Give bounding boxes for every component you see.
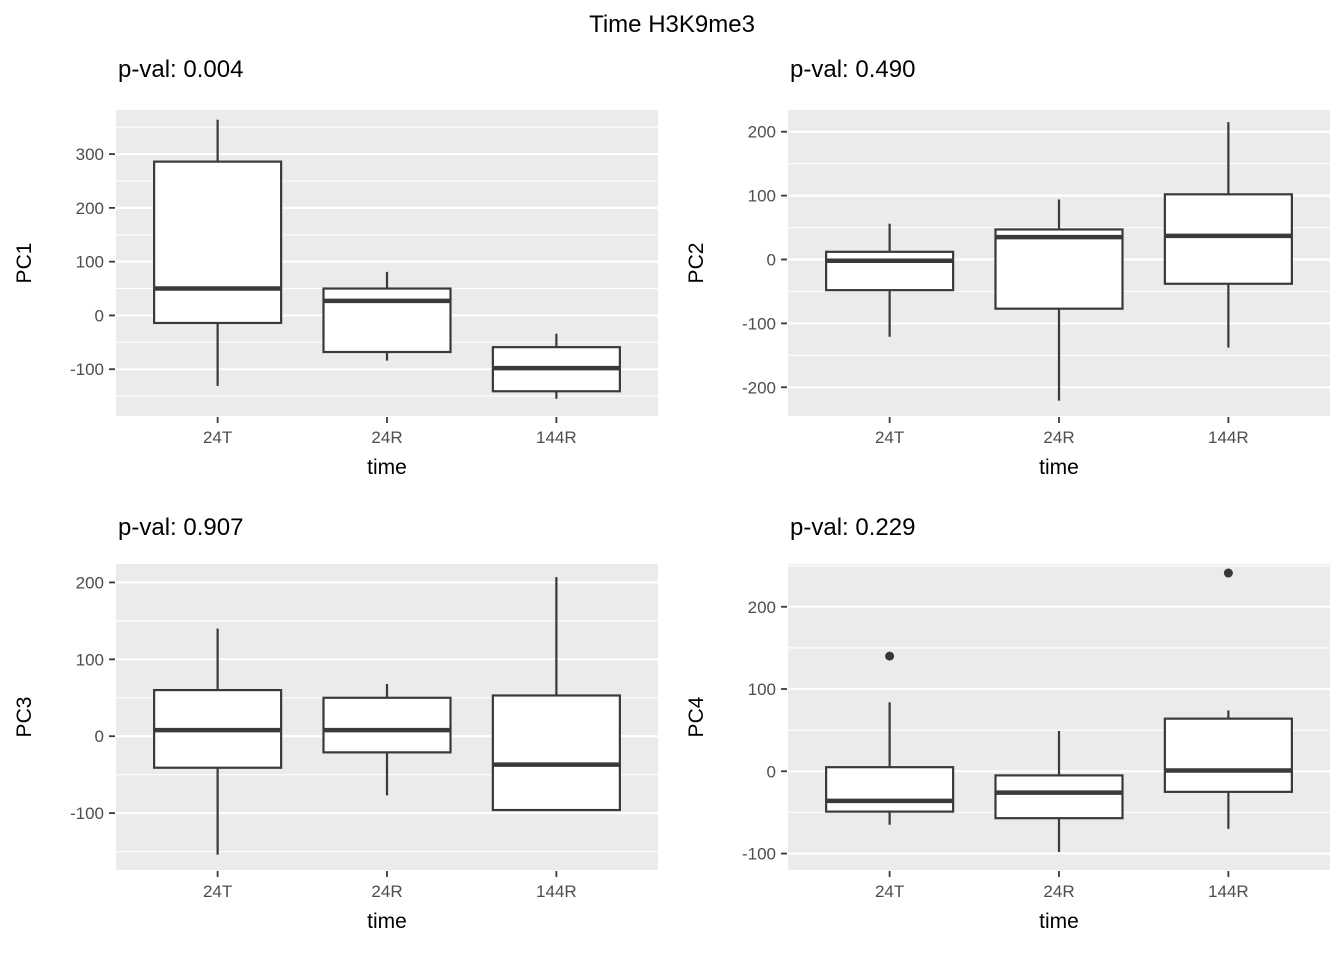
x-tick-label: 24T [875,428,904,447]
y-tick-label: 100 [76,650,104,669]
panel-pc4-subtitle: p-val: 0.229 [790,514,916,541]
x-tick-label: 144R [536,428,577,447]
y-tick-label: 0 [767,250,776,269]
y-axis-title: PC1 [13,243,36,284]
x-tick-label: 24T [203,428,232,447]
y-tick-label: 0 [767,762,776,781]
y-tick-label: -100 [70,804,104,823]
iqr-box [322,696,452,754]
y-tick-label: 200 [76,199,104,218]
y-tick-label: 200 [748,598,776,617]
iqr-box [1163,717,1293,793]
x-axis-title: time [1039,456,1079,479]
pc3-boxplot: 200 100 0 -100 24T 24R 144R time PC3 [13,564,658,933]
iqr-box [322,287,452,354]
iqr-box [1163,193,1293,285]
y-axis-title: PC3 [13,697,36,738]
y-tick-label: 0 [95,727,104,746]
y-axis-title: PC4 [685,696,708,737]
y-tick-label: -100 [742,845,776,864]
panel-pc3-subtitle: p-val: 0.907 [118,514,244,541]
y-tick-label: 200 [76,573,104,592]
x-tick-label: 144R [536,882,577,901]
iqr-box [153,160,283,325]
panel-pc1: p-val: 0.004 300 200 100 0 -100 24T 24R 144R tim… [0,44,672,502]
panel-pc2: p-val: 0.490 200 100 0 -100 -200 24T 24R 144R ti… [672,44,1344,502]
y-tick-label: 300 [76,145,104,164]
chart-title: Time H3K9me3 [589,11,755,38]
iqr-box [825,766,955,813]
x-axis-title: time [1039,910,1079,933]
x-tick-label: 144R [1208,428,1249,447]
y-axis-title: PC2 [685,243,708,284]
panel-pc1-subtitle: p-val: 0.004 [118,56,244,83]
y-tick-label: 100 [76,253,104,272]
outlier-dot [1223,568,1233,578]
x-tick-label: 144R [1208,882,1249,901]
x-tick-label: 24R [371,428,402,447]
y-tick-label: 0 [95,306,104,325]
outlier-dot [885,651,895,661]
y-tick-label: 100 [748,187,776,206]
y-tick-label: -100 [70,360,104,379]
panel-pc4: p-val: 0.229 200 100 0 -100 24T 24R 144R time PC… [672,502,1344,960]
panel-pc3: p-val: 0.907 200 100 0 -100 24T 24R 144R time PC… [0,502,672,960]
iqr-box [825,250,955,292]
iqr-box [994,228,1124,310]
y-tick-label: 200 [748,123,776,142]
x-tick-label: 24R [1043,428,1074,447]
panel-pc2-subtitle: p-val: 0.490 [790,56,916,83]
pc2-boxplot: 200 100 0 -100 -200 24T 24R 144R time PC2 [685,110,1330,479]
iqr-box [491,694,621,812]
x-tick-label: 24T [203,882,232,901]
x-tick-label: 24T [875,882,904,901]
pc1-boxplot: 300 200 100 0 -100 24T 24R 144R time PC1 [13,110,658,479]
iqr-box [994,774,1124,820]
x-axis-title: time [367,910,407,933]
x-axis-title: time [367,456,407,479]
x-tick-label: 24R [371,882,402,901]
pc4-boxplot: 200 100 0 -100 24T 24R 144R time PC4 [685,564,1330,933]
x-tick-label: 24R [1043,882,1074,901]
y-tick-label: -200 [742,378,776,397]
y-tick-label: 100 [748,680,776,699]
y-tick-label: -100 [742,314,776,333]
panel-grid: p-val: 0.004 300 200 100 0 -100 24T 24R 144R tim… [0,44,1344,960]
